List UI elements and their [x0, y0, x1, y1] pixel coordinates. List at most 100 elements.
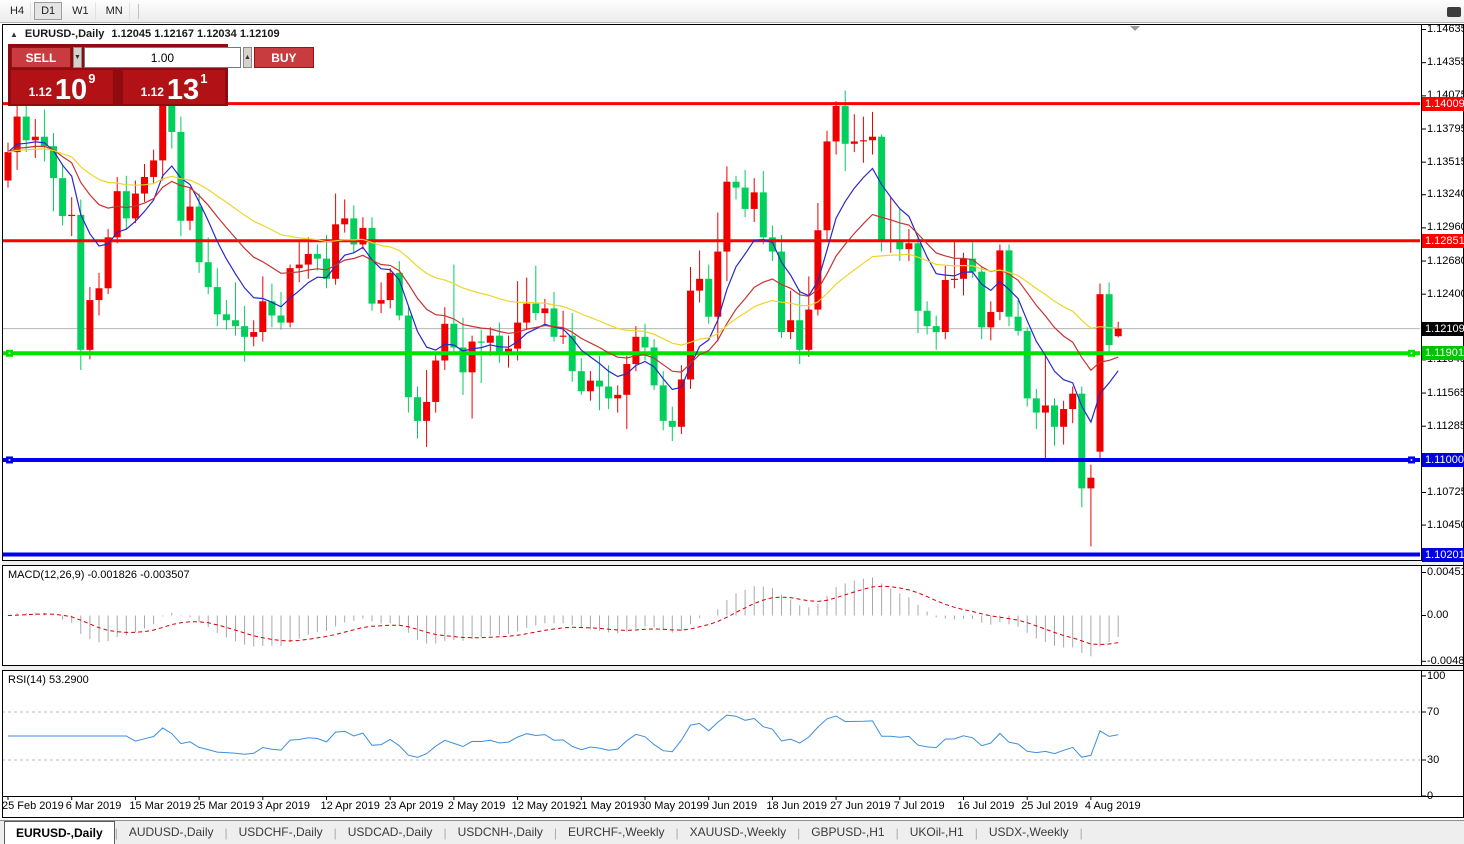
timeframe-button-mn[interactable]: MN — [99, 2, 130, 20]
symbol-tab-xauusd-weekly[interactable]: XAUUSD-,Weekly — [689, 825, 787, 839]
candle-body — [50, 146, 57, 179]
candle-body — [823, 141, 831, 231]
candle-body — [341, 218, 349, 225]
candle-body — [404, 315, 412, 398]
tab-separator: | — [1079, 825, 1083, 840]
candle-body — [232, 320, 239, 327]
volume-decrease-button[interactable]: ▼ — [73, 47, 82, 68]
sell-price-big: 10 — [54, 74, 88, 106]
symbol-tab-audusd-daily[interactable]: AUDUSD-,Daily — [128, 825, 214, 839]
hline-handle-dot — [1410, 459, 1413, 461]
macd-pane[interactable] — [2, 566, 1421, 665]
macd-signal-line — [7, 585, 1119, 646]
candle-body — [796, 320, 804, 350]
time-axis-label: 30 May 2019 — [639, 800, 703, 812]
tab-separator: | — [895, 825, 899, 840]
candle-body — [213, 287, 221, 315]
candle-body — [869, 136, 876, 141]
hline-handle-dot — [8, 352, 11, 355]
rsi-pane[interactable] — [2, 671, 1421, 796]
candle-body — [241, 326, 249, 337]
candle-body — [495, 335, 503, 354]
candle-body — [586, 380, 594, 392]
macd-histogram — [16, 577, 1119, 657]
price-axis[interactable]: 1.14635 1.14355 1.14075 1.13795 1.13515 1.132… — [1421, 23, 1464, 802]
rsi-axis-tick: 100 — [1427, 669, 1446, 682]
tab-separator: | — [114, 825, 118, 840]
candle-body — [614, 394, 622, 399]
candle-body — [59, 178, 67, 217]
candle-body — [1023, 330, 1031, 399]
symbol-tab-usdx-weekly[interactable]: USDX-,Weekly — [988, 825, 1069, 839]
symbol-tab-usdcad-daily[interactable]: USDCAD-,Daily — [347, 825, 433, 839]
candle-body — [113, 191, 121, 238]
chart-shift-marker[interactable] — [1130, 26, 1140, 31]
time-axis-label: 2 May 2019 — [447, 800, 506, 812]
price-badge-1.12851: 1.12851 — [1422, 233, 1464, 248]
candle-body — [505, 348, 512, 354]
toolbar-separator — [137, 4, 139, 19]
time-axis-label: 25 Mar 2019 — [193, 800, 255, 812]
timeframe-button-d1[interactable]: D1 — [34, 2, 63, 20]
time-axis-label: 12 May 2019 — [511, 800, 576, 812]
symbol-tab-eurchf-weekly[interactable]: EURCHF-,Weekly — [568, 825, 665, 839]
candle-body — [550, 308, 558, 337]
candle-body — [304, 253, 312, 265]
candlesticks — [4, 59, 1122, 547]
sell-price-sup: 9 — [88, 71, 96, 86]
candle-body — [86, 300, 94, 350]
candle-body — [77, 214, 85, 350]
time-axis[interactable]: 25 Feb 2019 6 Mar 2019 15 Mar 2019 25 Mar 2… — [0, 797, 1421, 817]
price-axis-tick: 1.10725 — [1427, 486, 1464, 498]
candle-body — [432, 360, 440, 402]
symbol-tab-gbpusd-h1[interactable]: GBPUSD-,H1 — [811, 825, 885, 839]
volume-input[interactable] — [83, 47, 241, 68]
candle-body — [632, 336, 640, 365]
candle-body — [732, 181, 740, 188]
candle-body — [1105, 294, 1113, 346]
macd-axis-tick: -0.004806 — [1427, 654, 1464, 667]
candle-body — [1096, 294, 1104, 452]
symbol-tab-ukoil-h1[interactable]: UKOil-,H1 — [909, 825, 964, 839]
buy-price-sup: 1 — [200, 71, 208, 86]
candle-body — [841, 105, 849, 144]
buy-button[interactable]: BUY — [253, 47, 314, 68]
timeframe-button-h4[interactable]: H4 — [3, 2, 32, 20]
candle-body — [514, 322, 522, 349]
candle-body — [541, 308, 549, 314]
toolbar-overflow-button[interactable] — [1447, 7, 1461, 17]
time-axis-label: 21 May 2019 — [575, 800, 639, 812]
candle-body — [323, 258, 330, 279]
price-badge-1.11000: 1.11000 — [1422, 452, 1464, 467]
candle-body — [150, 160, 158, 177]
candle-body — [459, 347, 467, 373]
candle-body — [1087, 477, 1095, 489]
pane-splitter[interactable] — [2, 665, 1463, 671]
candle-body — [104, 237, 112, 289]
sell-price-display[interactable]: 1.12 10 9 — [11, 70, 113, 106]
buy-price-display[interactable]: 1.12 13 1 — [123, 70, 225, 105]
symbol-tab-usdcnh-daily[interactable]: USDCNH-,Daily — [457, 825, 543, 839]
triangle-down-icon: ▼ — [74, 54, 81, 61]
one-click-trading-panel: SELL ▼ ▲ BUY 1.12 10 9 1.12 13 1 — [8, 44, 314, 106]
candle-body — [714, 251, 722, 317]
tab-separator: | — [443, 825, 447, 840]
candle-body — [987, 311, 995, 328]
candle-body — [359, 227, 367, 245]
candle-body — [350, 218, 358, 245]
candle-body — [978, 271, 986, 328]
candle-body — [850, 141, 858, 144]
pane-splitter[interactable] — [2, 560, 1463, 566]
candle-body — [750, 192, 758, 209]
timeframe-button-w1[interactable]: W1 — [65, 2, 96, 20]
collapse-panel-icon[interactable]: ▲ — [10, 29, 18, 39]
moving-averages — [7, 141, 1119, 424]
candle-body — [68, 214, 76, 217]
candle-body — [259, 301, 267, 333]
symbol-tab-eurusd-daily[interactable]: EURUSD-,Daily — [4, 821, 115, 844]
candle-body — [532, 303, 540, 314]
sell-button[interactable]: SELL — [11, 47, 71, 68]
candle-body — [168, 90, 176, 132]
volume-increase-button[interactable]: ▲ — [242, 47, 252, 68]
symbol-tab-usdchf-daily[interactable]: USDCHF-,Daily — [238, 825, 323, 839]
